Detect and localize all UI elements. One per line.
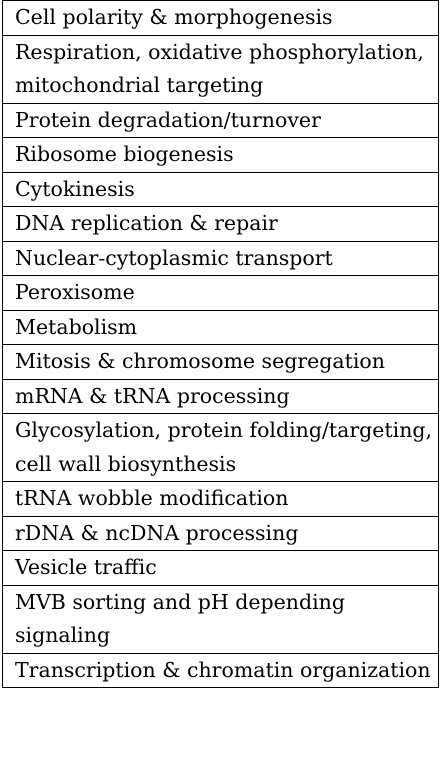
- category-cell: Respiration, oxidative phosphorylation, …: [2, 34, 439, 104]
- table-row: Ribosome biogenesis: [2, 137, 439, 173]
- category-cell: rDNA & ncDNA processing: [2, 515, 439, 551]
- table-row: Mitosis & chromosome segregation: [2, 344, 439, 380]
- category-cell: MVB sorting and pH depending signaling: [2, 584, 439, 654]
- category-cell: mRNA & tRNA processing: [2, 378, 439, 414]
- table-row: MVB sorting and pH depending signaling: [2, 584, 439, 654]
- category-cell: Glycosylation, protein folding/targeting…: [2, 413, 439, 482]
- table-row: Vesicle traffic: [2, 550, 439, 586]
- category-cell: Nuclear-cytoplasmic transport: [2, 240, 439, 276]
- table-row: Respiration, oxidative phosphorylation, …: [2, 34, 439, 104]
- table-row: Protein degradation/turnover: [2, 102, 439, 138]
- category-cell: Protein degradation/turnover: [2, 102, 439, 138]
- category-cell: Peroxisome: [2, 275, 439, 311]
- table-row: Metabolism: [2, 309, 439, 345]
- table-row: DNA replication & repair: [2, 206, 439, 242]
- category-cell: Transcription & chromatin organization: [2, 652, 439, 688]
- table-row: rDNA & ncDNA processing: [2, 515, 439, 551]
- category-cell: DNA replication & repair: [2, 206, 439, 242]
- category-cell: Cytokinesis: [2, 171, 439, 207]
- category-cell: Vesicle traffic: [2, 550, 439, 586]
- category-cell: Ribosome biogenesis: [2, 137, 439, 173]
- category-cell: tRNA wobble modification: [2, 481, 439, 517]
- table-row: tRNA wobble modification: [2, 481, 439, 517]
- table-row: Glycosylation, protein folding/targeting…: [2, 413, 439, 482]
- table-row: mRNA & tRNA processing: [2, 378, 439, 414]
- category-cell: Cell polarity & morphogenesis: [2, 0, 439, 36]
- table-row: Transcription & chromatin organization: [2, 652, 439, 688]
- table-row: Nuclear-cytoplasmic transport: [2, 240, 439, 276]
- table-row: Cell polarity & morphogenesis: [2, 0, 439, 36]
- category-table-body: Cell polarity & morphogenesis Respiration…: [2, 0, 439, 688]
- table-row: Peroxisome: [2, 275, 439, 311]
- category-cell: Metabolism: [2, 309, 439, 345]
- category-cell: Mitosis & chromosome segregation: [2, 344, 439, 380]
- table-row: Cytokinesis: [2, 171, 439, 207]
- category-table: Cell polarity & morphogenesis Respiration…: [2, 0, 439, 688]
